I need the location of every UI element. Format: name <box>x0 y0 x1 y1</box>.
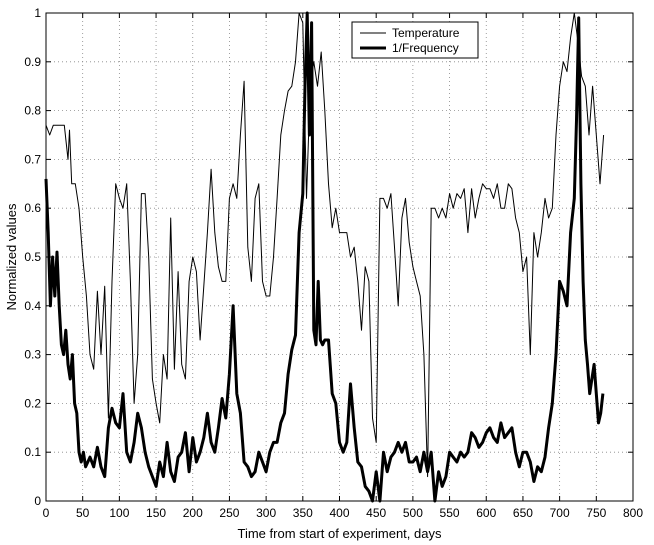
x-tick-label: 550 <box>440 506 460 520</box>
x-tick-label: 250 <box>219 506 239 520</box>
x-tick-label: 500 <box>403 506 423 520</box>
legend: Temperature 1/Frequency <box>351 21 479 59</box>
legend-box <box>351 21 479 59</box>
x-tick-label: 450 <box>366 506 386 520</box>
series-line-frequency <box>44 11 605 503</box>
y-axis-label: Normalized values <box>4 203 19 310</box>
x-tick-label: 800 <box>623 506 643 520</box>
x-tick-label: 700 <box>550 506 570 520</box>
x-tick-label: 0 <box>43 506 50 520</box>
y-axis-ticks: 0 0.1 0.2 0.3 0.4 0.5 0.6 0.7 0.8 0.9 1 <box>24 6 633 508</box>
legend-label-temperature: Temperature <box>392 26 460 40</box>
x-tick-label: 150 <box>146 506 166 520</box>
x-tick-label: 650 <box>513 506 533 520</box>
x-tick-label: 400 <box>329 506 349 520</box>
y-tick-label: 0.2 <box>24 396 41 410</box>
y-tick-label: 0.4 <box>24 299 41 313</box>
y-tick-label: 0 <box>34 494 41 508</box>
x-tick-label: 600 <box>476 506 496 520</box>
y-tick-label: 0.7 <box>24 152 41 166</box>
y-tick-label: 0.5 <box>24 250 41 264</box>
legend-label-frequency: 1/Frequency <box>392 41 459 55</box>
y-tick-label: 0.9 <box>24 55 41 69</box>
series-line-temperature <box>45 12 605 478</box>
x-tick-label: 50 <box>76 506 90 520</box>
x-axis-ticks: 0 50 100 150 200 250 300 350 400 450 500 550 600 650 7… <box>43 13 643 520</box>
series-layer <box>44 11 605 503</box>
x-tick-label: 750 <box>586 506 606 520</box>
x-tick-label: 200 <box>183 506 203 520</box>
y-tick-label: 0.8 <box>24 104 41 118</box>
x-tick-label: 100 <box>109 506 129 520</box>
y-tick-label: 0.6 <box>24 201 41 215</box>
y-tick-label: 0.1 <box>24 445 41 459</box>
y-tick-label: 0.3 <box>24 348 41 362</box>
x-tick-label: 350 <box>293 506 313 520</box>
x-axis-label: Time from start of experiment, days <box>238 526 442 541</box>
y-tick-label: 1 <box>34 6 41 20</box>
x-tick-label: 300 <box>256 506 276 520</box>
